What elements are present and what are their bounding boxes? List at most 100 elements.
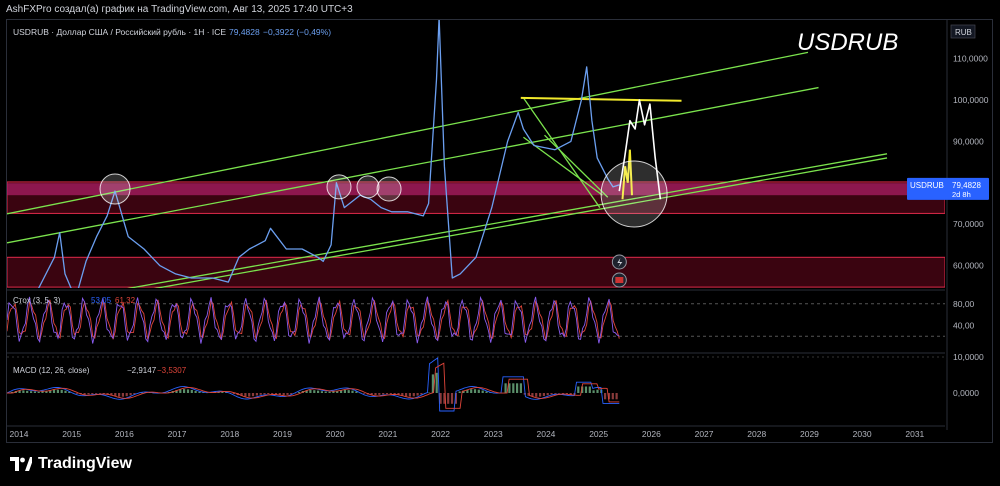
lightning-glyph-icon	[617, 258, 623, 267]
legend-symbol: USDRUB · Доллар США / Российский рубль ·…	[13, 27, 226, 37]
stoch-k-value: 53,05	[91, 296, 112, 305]
channel-lower-line	[126, 153, 888, 288]
macd-histogram-bar	[114, 393, 117, 397]
macd-histogram-bar	[179, 389, 182, 393]
macd-histogram-bar	[49, 390, 52, 393]
time-tick-label: 2020	[326, 429, 345, 439]
price-series-line	[38, 20, 620, 288]
macd-histogram-bar	[512, 383, 515, 393]
time-tick-label: 2021	[378, 429, 397, 439]
chart-frame[interactable]: USDRUB · Доллар США / Российский рубль ·…	[6, 19, 993, 443]
projection-path-line	[618, 99, 662, 200]
macd-histogram-bar	[370, 393, 373, 396]
stoch-d-line	[7, 298, 620, 341]
macd-line	[7, 357, 620, 412]
currency-label: RUB	[955, 28, 972, 37]
macd-histogram-bar	[408, 393, 411, 397]
chart-canvas[interactable]: USDRUB · Доллар США / Российский рубль ·…	[7, 20, 992, 442]
macd-histogram-bar	[37, 391, 40, 393]
macd-histogram-bar	[546, 393, 549, 396]
footer-brand: TradingView	[38, 455, 132, 472]
tradingview-logo-icon	[10, 457, 32, 471]
macd-histogram-bar	[290, 393, 293, 395]
macd-signal-line	[7, 362, 620, 409]
macd-histogram-bar	[592, 390, 595, 393]
macd-value-2: −3,5307	[157, 366, 187, 375]
macd-histogram-bar	[52, 389, 56, 393]
macd-histogram-bar	[10, 391, 13, 393]
macd-histogram-bar	[454, 393, 457, 404]
macd-histogram-bar	[535, 393, 538, 397]
highlight-circle-2016	[99, 173, 131, 205]
time-tick-label: 2031	[905, 429, 924, 439]
macd-histogram-bar	[362, 393, 366, 394]
price-tag-price: 79,4828	[952, 181, 981, 190]
macd-histogram-bar	[607, 393, 611, 400]
macd-histogram-bar	[125, 393, 128, 397]
yellow-projection-line	[621, 149, 633, 200]
macd-histogram-bar	[240, 393, 243, 396]
macd-histogram-bar	[30, 391, 33, 393]
macd-histogram-bar	[470, 389, 473, 393]
macd-histogram-bar	[588, 386, 591, 393]
macd-histogram-bar	[244, 393, 247, 397]
macd-histogram-bar	[75, 393, 79, 394]
macd-histogram-bar	[561, 393, 565, 394]
macd-histogram-bar	[477, 389, 480, 393]
macd-histogram-bar	[516, 383, 519, 393]
price-tick-label: 90,0000	[953, 136, 984, 146]
macd-histogram-bar	[232, 393, 235, 394]
wedge-line-3	[544, 134, 609, 198]
price-tag-symbol: USDRUB	[910, 181, 944, 190]
macd-histogram-bar	[577, 386, 580, 393]
macd-histogram-bar	[347, 390, 350, 393]
macd-histogram-bar	[133, 393, 136, 395]
price-tick-label: 70,0000	[953, 219, 984, 229]
macd-histogram-bar	[309, 390, 312, 393]
macd-histogram-bar	[336, 390, 339, 393]
macd-histogram-bar	[102, 393, 105, 395]
macd-histogram-bar	[508, 383, 511, 393]
macd-histogram-bar	[340, 390, 343, 393]
macd-histogram-bar	[565, 393, 568, 395]
time-tick-label: 2027	[695, 429, 714, 439]
macd-histogram-bar	[129, 393, 132, 396]
macd-histogram-bar	[251, 393, 255, 397]
macd-histogram-bar	[248, 393, 251, 397]
macd-histogram-bar	[443, 393, 446, 404]
macd-histogram-bar	[542, 393, 545, 396]
time-tick-label: 2019	[273, 429, 292, 439]
macd-histogram-bar	[389, 393, 392, 395]
watermark-text: USDRUB	[797, 29, 898, 56]
macd-histogram-bar	[95, 393, 98, 394]
price-tag[interactable]	[907, 177, 989, 200]
macd-histogram-bar	[481, 390, 484, 393]
macd-histogram-bar	[60, 389, 63, 393]
time-tick-label: 2024	[537, 429, 556, 439]
currency-box[interactable]	[950, 24, 976, 39]
chart-header: AshFXPro создал(а) график на TradingView…	[6, 4, 353, 15]
stoch-d-value: 61,32	[115, 296, 136, 305]
macd-histogram-bar	[282, 393, 285, 396]
macd-histogram-bar	[324, 391, 327, 393]
macd-histogram-bar	[202, 392, 205, 393]
stoch-title: Стох (3, 5, 3)	[13, 296, 61, 305]
macd-histogram-bar	[274, 393, 278, 395]
highlight-circle-2020	[326, 174, 352, 200]
macd-histogram-bar	[485, 391, 488, 393]
macd-histogram-bar	[519, 383, 522, 393]
macd-histogram-bar	[45, 391, 48, 393]
macd-histogram-bar	[412, 393, 415, 397]
macd-histogram-bar	[332, 391, 335, 393]
price-tag-countdown: 2d 8h	[952, 190, 971, 199]
price-tick-label: 60,0000	[953, 261, 984, 271]
macd-histogram-bar	[278, 393, 281, 395]
macd-histogram-bar	[175, 390, 178, 393]
macd-histogram-bar	[186, 389, 190, 393]
macd-histogram-bar	[558, 393, 561, 394]
support-zone	[7, 256, 945, 288]
pink-band	[7, 183, 945, 196]
macd-histogram-bar	[431, 374, 434, 393]
macd-histogram-bar	[378, 393, 381, 395]
macd-histogram-bar	[26, 390, 29, 393]
